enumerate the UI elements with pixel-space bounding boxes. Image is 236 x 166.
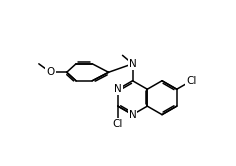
Text: N: N <box>114 84 122 94</box>
Text: Cl: Cl <box>186 76 197 86</box>
Text: N: N <box>129 59 136 69</box>
Text: Cl: Cl <box>113 119 123 129</box>
Text: O: O <box>46 67 55 77</box>
Text: N: N <box>129 110 136 120</box>
